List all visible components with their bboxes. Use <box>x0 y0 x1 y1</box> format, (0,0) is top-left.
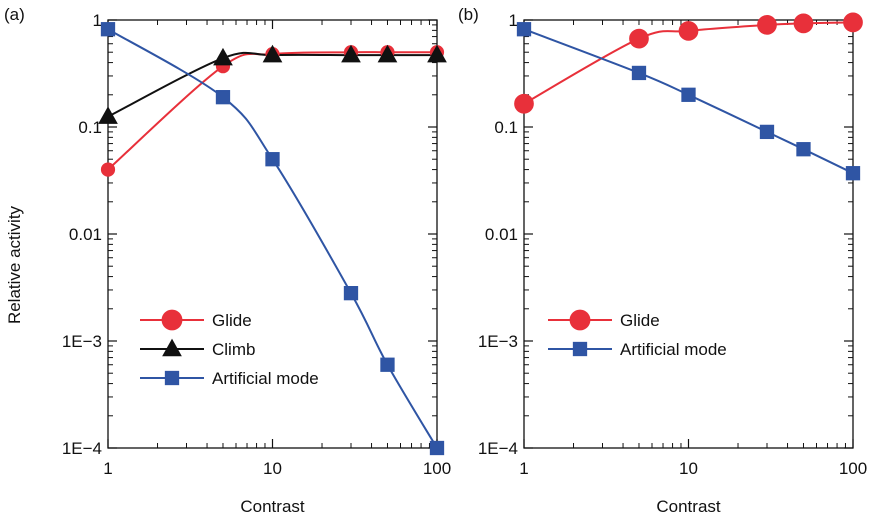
data-point-artificial-mode <box>215 90 231 105</box>
y-tick-label: 1E−3 <box>478 332 518 351</box>
data-point-artificial-mode <box>380 357 395 372</box>
series-line-climb <box>107 51 437 118</box>
legend-marker-glide <box>569 309 591 331</box>
x-tick-label: 100 <box>423 459 451 478</box>
y-tick-label: 1 <box>509 11 518 30</box>
data-point-climb <box>341 44 361 63</box>
data-point-artificial-mode <box>265 152 280 167</box>
legend-marker-artificial-mode <box>572 341 588 357</box>
panel-b: (b) 1 10 100 1E−4 1E−3 0.01 0.1 1 Contrast Glide Ar… <box>458 5 867 516</box>
data-point-climb <box>213 47 233 66</box>
plot-frame <box>523 19 854 449</box>
x-axis-label: Contrast <box>656 497 721 516</box>
y-tick-label: 1 <box>93 11 102 30</box>
x-tick-label: 1 <box>103 459 112 478</box>
panel-label: (a) <box>4 5 25 24</box>
data-point-climb <box>262 44 283 63</box>
legend-label-glide: Glide <box>620 311 660 330</box>
data-point-glide <box>843 12 863 33</box>
x-axis-label: Contrast <box>240 497 305 516</box>
data-point-glide <box>678 21 699 41</box>
data-point-glide <box>100 162 116 177</box>
data-point-artificial-mode <box>681 87 696 102</box>
data-point-climb <box>427 44 447 63</box>
y-tick-label: 1E−3 <box>62 332 102 351</box>
legend-label-climb: Climb <box>212 340 255 359</box>
legend-marker-artificial-mode <box>164 370 180 386</box>
y-tick-label: 0.1 <box>494 118 518 137</box>
y-tick-label: 1E−4 <box>478 439 518 458</box>
legend-label-artificial-mode: Artificial mode <box>620 340 727 359</box>
data-point-glide <box>629 28 649 49</box>
data-point-artificial-mode <box>516 22 532 37</box>
x-tick-label: 100 <box>839 459 867 478</box>
series-line-glide <box>107 51 437 171</box>
data-point-artificial-mode <box>100 22 116 37</box>
data-point-glide <box>514 93 534 114</box>
x-tick-label: 1 <box>519 459 528 478</box>
x-tick-label: 10 <box>679 459 698 478</box>
legend: Glide Climb Artificial mode <box>140 309 319 388</box>
data-point-climb <box>377 44 398 63</box>
y-tick-label: 0.1 <box>78 118 102 137</box>
legend-label-glide: Glide <box>212 311 252 330</box>
data-point-glide <box>757 15 777 35</box>
legend-marker-glide <box>161 309 183 331</box>
y-tick-label: 1E−4 <box>62 439 102 458</box>
y-tick-label: 0.01 <box>485 225 518 244</box>
x-tick-label: 10 <box>263 459 282 478</box>
data-point-artificial-mode <box>759 124 775 140</box>
data-point-artificial-mode <box>796 142 811 157</box>
data-point-artificial-mode <box>429 440 445 456</box>
legend-marker-climb <box>162 338 182 357</box>
data-point-artificial-mode <box>845 166 861 181</box>
panel-a: (a) 1 10 100 1E−4 1E−3 0.01 0.1 1 Contrast Glide Cl… <box>4 5 451 516</box>
data-point-glide <box>793 13 814 34</box>
data-point-artificial-mode <box>343 286 359 301</box>
data-point-artificial-mode <box>631 65 647 81</box>
legend: Glide Artificial mode <box>548 309 727 359</box>
y-axis-label: Relative activity <box>5 205 24 324</box>
y-tick-label: 0.01 <box>69 225 102 244</box>
legend-label-artificial-mode: Artificial mode <box>212 369 319 388</box>
panel-label: (b) <box>458 5 479 24</box>
data-point-climb <box>98 106 118 124</box>
